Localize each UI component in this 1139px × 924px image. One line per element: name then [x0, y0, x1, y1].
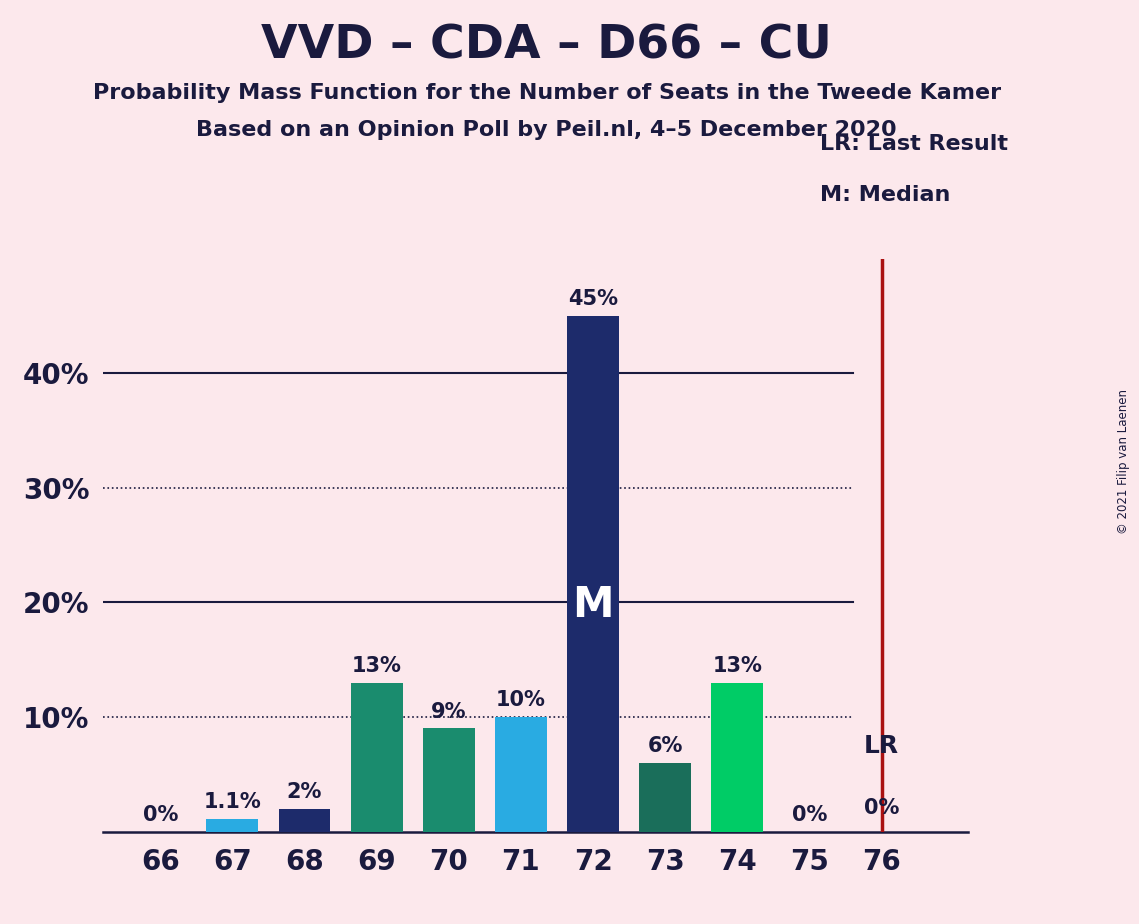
- Text: 13%: 13%: [712, 656, 762, 675]
- Bar: [206, 819, 259, 832]
- Text: 13%: 13%: [352, 656, 402, 675]
- Text: 0%: 0%: [863, 797, 900, 818]
- Bar: [712, 683, 763, 832]
- Bar: [279, 808, 330, 832]
- Text: M: M: [572, 584, 614, 626]
- Text: 0%: 0%: [142, 805, 178, 825]
- Text: 2%: 2%: [287, 782, 322, 802]
- Text: Probability Mass Function for the Number of Seats in the Tweede Kamer: Probability Mass Function for the Number…: [92, 83, 1001, 103]
- Text: 1.1%: 1.1%: [204, 792, 261, 812]
- Text: VVD – CDA – D66 – CU: VVD – CDA – D66 – CU: [261, 23, 833, 68]
- Text: © 2021 Filip van Laenen: © 2021 Filip van Laenen: [1117, 390, 1130, 534]
- Text: LR: LR: [865, 734, 899, 758]
- Text: 10%: 10%: [495, 690, 546, 711]
- Text: Based on an Opinion Poll by Peil.nl, 4–5 December 2020: Based on an Opinion Poll by Peil.nl, 4–5…: [196, 120, 898, 140]
- Bar: [351, 683, 402, 832]
- Text: 9%: 9%: [431, 701, 467, 722]
- Bar: [567, 316, 618, 832]
- Text: 0%: 0%: [792, 805, 827, 825]
- Bar: [423, 728, 475, 832]
- Text: LR: Last Result: LR: Last Result: [820, 134, 1008, 154]
- Text: 6%: 6%: [647, 736, 683, 756]
- Bar: [495, 717, 547, 832]
- Text: 45%: 45%: [568, 289, 618, 310]
- Text: M: Median: M: Median: [820, 185, 950, 205]
- Bar: [639, 763, 691, 832]
